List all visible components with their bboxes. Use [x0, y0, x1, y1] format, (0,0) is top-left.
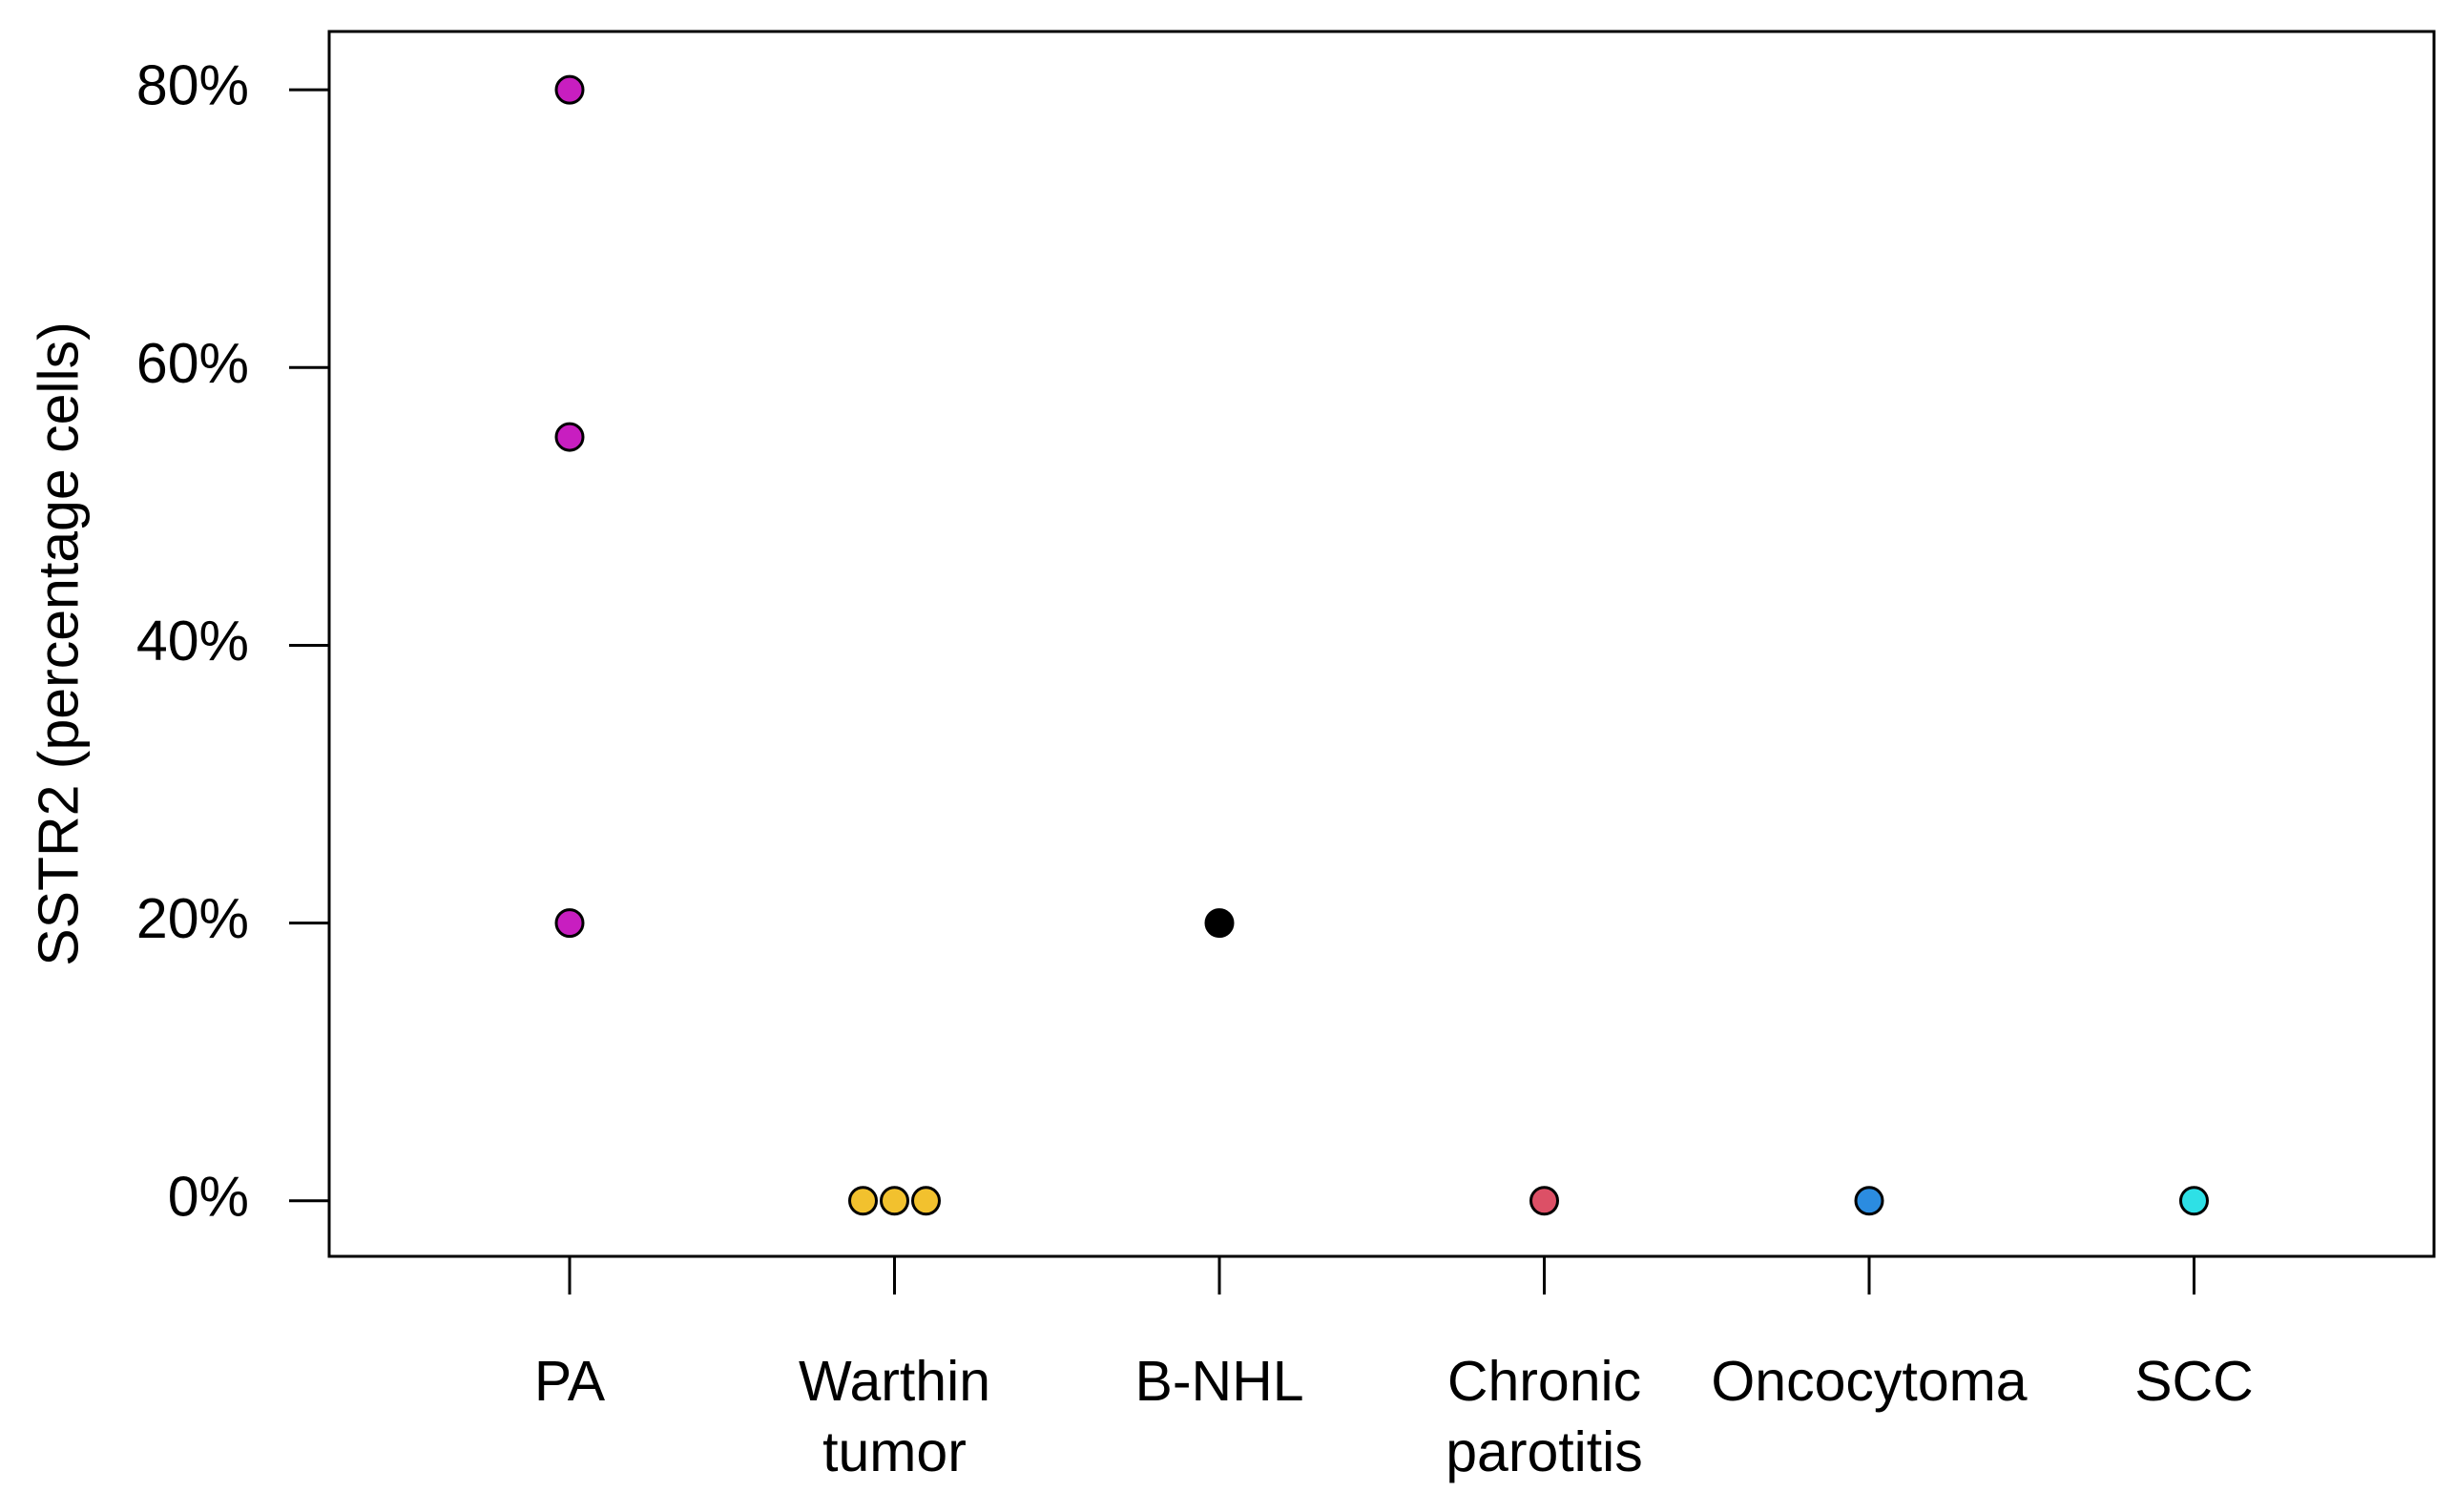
- x-tick-label-line: B-NHL: [1134, 1350, 1303, 1413]
- y-tick-label: 40%: [136, 610, 249, 673]
- x-tick-label-line: Oncocytoma: [1711, 1350, 2027, 1413]
- point: [1529, 1186, 1559, 1216]
- y-tick-label: 60%: [136, 332, 249, 395]
- x-tick-label: PA: [534, 1350, 606, 1413]
- point: [2179, 1186, 2209, 1216]
- plot-frame: [327, 30, 2436, 1258]
- point: [554, 422, 585, 452]
- y-tick-label: 0%: [168, 1165, 249, 1228]
- x-tick-label-line: parotitis: [1446, 1420, 1643, 1483]
- point: [1854, 1186, 1884, 1216]
- x-tick-label-line: PA: [534, 1350, 606, 1413]
- x-tick-label-line: SCC: [2134, 1350, 2254, 1413]
- x-tick-label: Oncocytoma: [1711, 1350, 2027, 1413]
- point: [554, 908, 585, 939]
- point: [1204, 908, 1235, 939]
- x-tick-label-line: Chronic: [1447, 1350, 1641, 1413]
- y-tick-label: 20%: [136, 887, 249, 950]
- point: [880, 1186, 909, 1216]
- point: [848, 1186, 878, 1216]
- point: [554, 74, 585, 105]
- x-tick-label: B-NHL: [1134, 1350, 1303, 1413]
- x-tick-label-line: Warthin: [799, 1350, 990, 1413]
- y-tick-label: 80%: [136, 54, 249, 117]
- x-tick-label-line: tumor: [822, 1420, 967, 1483]
- x-tick-label: Warthin tumor: [799, 1350, 990, 1483]
- point: [911, 1186, 941, 1216]
- x-tick-label: SCC: [2134, 1350, 2254, 1413]
- x-tick-label: Chronic parotitis: [1446, 1350, 1643, 1483]
- y-axis-label: SSTR2 (percentage cells): [28, 321, 91, 966]
